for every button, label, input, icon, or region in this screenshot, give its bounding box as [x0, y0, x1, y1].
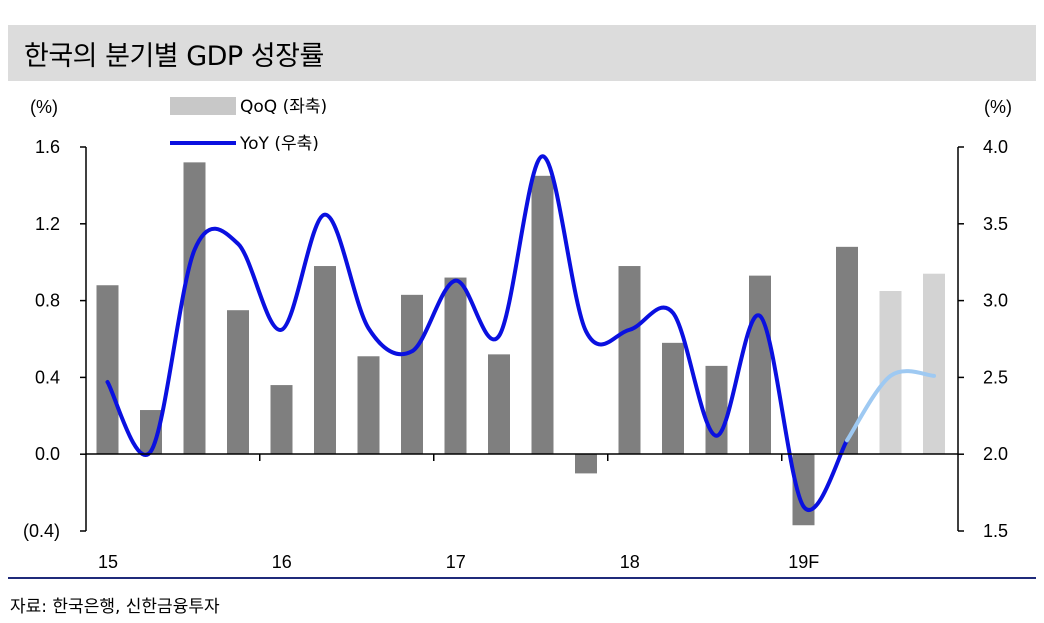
qoq-bar	[923, 273, 945, 455]
axes: (0.4) 0.0 0.4 0.8 1.2 1.6 1.5 2.0 2.5 3.0 3.5 4.0 (%…	[23, 97, 1012, 572]
left-axis-unit: (%)	[30, 97, 58, 117]
left-tick-label: 1.2	[35, 214, 60, 234]
right-tick-label: 2.5	[983, 367, 1008, 387]
source-note: 자료: 한국은행, 신한금융투자	[10, 597, 220, 617]
qoq-bar	[357, 356, 380, 455]
qoq-bar	[618, 266, 641, 455]
left-tick-label: 0.4	[35, 367, 60, 387]
legend-label: QoQ (좌축)	[240, 97, 327, 117]
yoy-line-forecast	[845, 369, 936, 443]
x-tick-label: 18	[620, 552, 640, 572]
title-band: 한국의 분기별 GDP 성장률	[8, 25, 1036, 81]
qoq-bar	[183, 162, 206, 455]
x-tick-label: 15	[98, 552, 118, 572]
right-tick-label: 1.5	[983, 521, 1008, 541]
right-axis-unit: (%)	[984, 97, 1012, 117]
qoq-bar	[531, 175, 554, 455]
qoq-bar	[444, 277, 467, 455]
qoq-bar	[836, 246, 858, 455]
qoq-bar	[662, 342, 684, 455]
right-tick-label: 2.0	[983, 444, 1008, 464]
qoq-bars	[96, 162, 945, 526]
qoq-bar	[879, 291, 902, 455]
legend-swatch-bar	[170, 97, 236, 115]
x-tick-label: 16	[272, 552, 292, 572]
qoq-bar	[227, 310, 249, 455]
right-tick-label: 3.5	[983, 214, 1008, 234]
footer-rule	[8, 577, 1036, 579]
right-tick-label: 3.0	[983, 291, 1008, 311]
qoq-bar	[575, 454, 597, 474]
left-tick-label: 0.8	[35, 291, 60, 311]
legend: QoQ (좌축) YoY (우축)	[170, 97, 327, 154]
qoq-bar	[314, 266, 336, 455]
yoy-line	[105, 154, 849, 512]
qoq-bar	[488, 354, 510, 455]
yoy-line-group	[105, 154, 936, 512]
qoq-bar	[749, 275, 771, 455]
x-tick-label: 17	[446, 552, 466, 572]
left-tick-label: (0.4)	[23, 521, 60, 541]
x-tick-label: 19F	[788, 552, 819, 572]
qoq-bar	[705, 365, 728, 455]
legend-label: YoY (우축)	[239, 134, 319, 154]
qoq-bar	[792, 454, 815, 526]
qoq-bar	[270, 385, 293, 455]
qoq-bar	[401, 294, 423, 455]
left-tick-label: 1.6	[35, 137, 60, 157]
left-tick-label: 0.0	[35, 444, 60, 464]
right-tick-label: 4.0	[983, 137, 1008, 157]
chart-title: 한국의 분기별 GDP 성장률	[24, 41, 324, 72]
qoq-bar	[96, 285, 119, 455]
